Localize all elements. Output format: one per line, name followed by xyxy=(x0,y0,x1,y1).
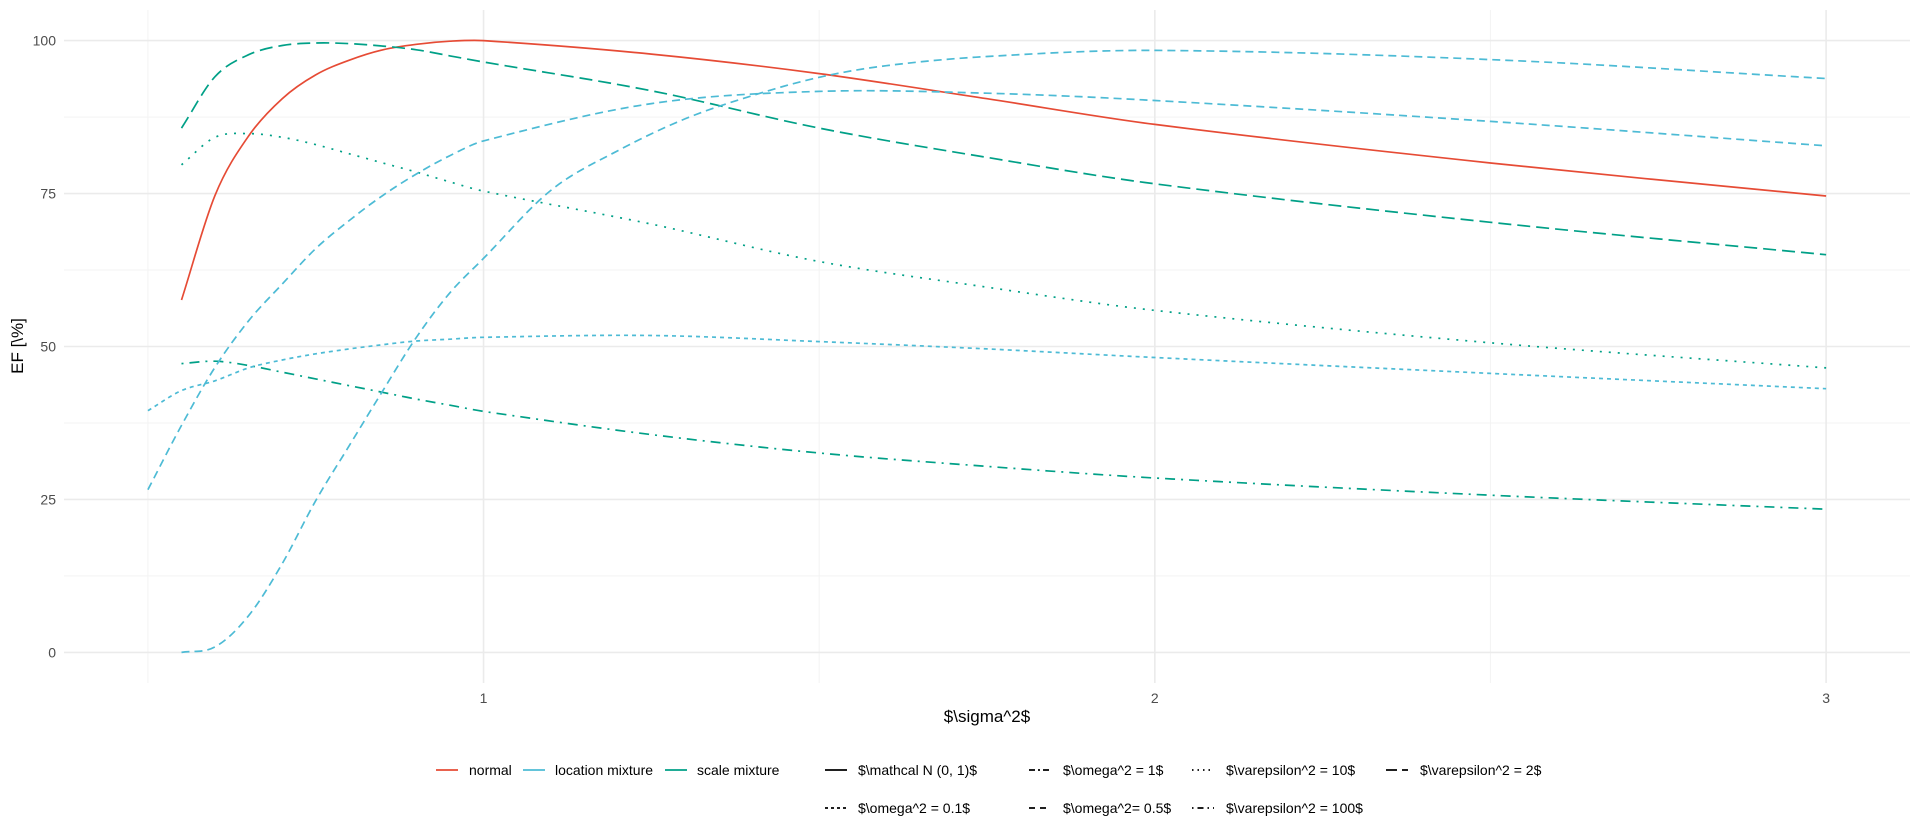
legend: normal location mixture scale mixture $\mat… xyxy=(436,762,1542,816)
series-line-location-mixture-omega-2-1 xyxy=(181,49,1827,654)
y-tick-label: 100 xyxy=(33,33,57,49)
x-axis-title: $\sigma^2$ xyxy=(944,707,1031,726)
legend-label-color: scale mixture xyxy=(697,762,780,778)
legend-label-color: normal xyxy=(469,762,512,778)
legend-label-linetype: $\omega^2= 0.5$ xyxy=(1063,800,1171,816)
legend-label-linetype: $\varepsilon^2 = 100$ xyxy=(1226,800,1363,816)
x-tick-label: 2 xyxy=(1151,690,1159,706)
series-line-scale-mixture-eps-2-2 xyxy=(180,42,1827,256)
legend-label-linetype: $\varepsilon^2 = 2$ xyxy=(1420,762,1542,778)
x-tick-label: 3 xyxy=(1822,690,1830,706)
series-lines xyxy=(147,39,1827,654)
legend-label-linetype: $\omega^2 = 1$ xyxy=(1063,762,1164,778)
series-line-location-mixture-omega-2-0-1 xyxy=(147,334,1827,412)
series-line-scale-mixture-eps-2-10 xyxy=(180,132,1827,369)
y-tick-label: 0 xyxy=(48,644,56,660)
y-axis-title: EF [\%] xyxy=(8,318,27,374)
x-tick-label: 1 xyxy=(480,690,488,706)
y-tick-label: 75 xyxy=(40,186,56,202)
legend-label-color: location mixture xyxy=(555,762,653,778)
series-line-normal-n-0-1- xyxy=(180,39,1827,301)
legend-label-linetype: $\mathcal N (0, 1)$ xyxy=(858,762,977,778)
y-tick-label: 50 xyxy=(40,339,56,355)
legend-label-linetype: $\omega^2 = 0.1$ xyxy=(858,800,970,816)
x-axis-ticks: 1 2 3 xyxy=(480,690,1831,706)
series-line-scale-mixture-eps-2-100 xyxy=(181,360,1827,511)
series-line-location-mixture-omega-2-0-5 xyxy=(147,89,1827,491)
grid xyxy=(64,10,1910,683)
y-axis-ticks: 0 25 50 75 100 xyxy=(33,33,57,661)
y-tick-label: 25 xyxy=(40,491,56,507)
legend-label-linetype: $\varepsilon^2 = 10$ xyxy=(1226,762,1355,778)
